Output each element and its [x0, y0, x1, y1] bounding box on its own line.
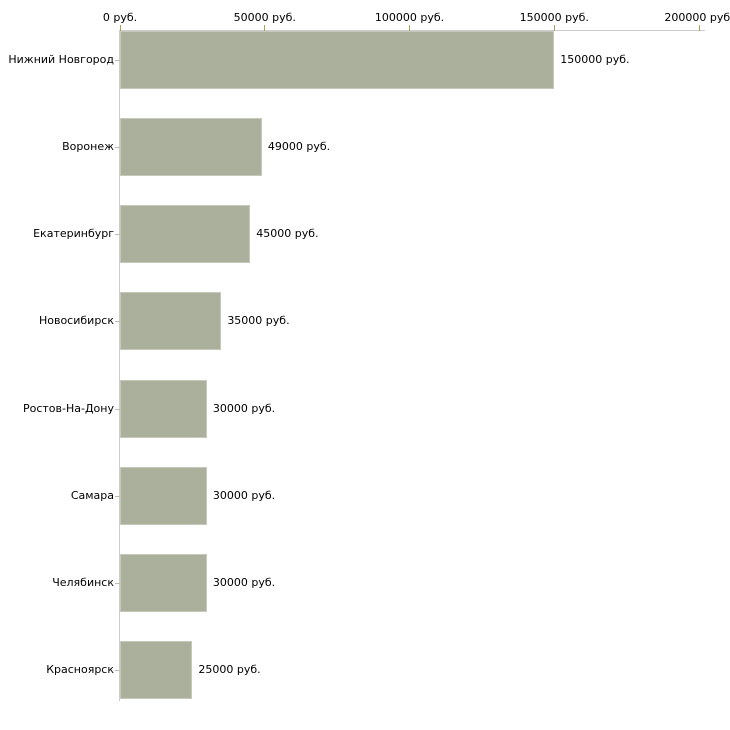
x-axis-tick — [264, 25, 266, 31]
category-label: Красноярск — [46, 662, 114, 676]
value-label: 30000 руб. — [212, 575, 276, 589]
x-axis-tick — [409, 25, 410, 31]
category-label: Екатеринбург — [33, 227, 114, 241]
category-label: Новосибирск — [38, 314, 114, 328]
category-tick — [115, 60, 120, 61]
bar-5 — [120, 379, 207, 438]
value-label: 35000 руб. — [227, 314, 290, 328]
x-axis-tick-label: 100000 руб. — [374, 11, 445, 24]
x-axis-line — [120, 30, 705, 31]
value-label: 30000 руб. — [212, 488, 276, 502]
bar-8 — [120, 640, 193, 699]
x-axis-tick-label: 50000 руб. — [233, 11, 296, 24]
value-label: 49000 руб. — [267, 140, 331, 154]
value-label: 150000 руб. — [560, 53, 630, 66]
bar-4 — [120, 292, 222, 351]
x-axis-tick-label: 150000 руб. — [519, 11, 589, 24]
x-axis-tick — [119, 25, 121, 31]
x-axis-tick-label: 0 руб. — [102, 11, 138, 24]
value-label: 25000 руб. — [198, 662, 261, 676]
x-axis-tick — [698, 25, 700, 31]
category-tick — [115, 321, 120, 323]
category-tick — [115, 582, 120, 584]
value-label: 30000 руб. — [212, 401, 276, 415]
category-tick — [115, 495, 120, 497]
category-tick — [115, 669, 120, 671]
category-label: Челябинск — [52, 575, 114, 589]
category-label: Нижний Новгород — [8, 53, 114, 66]
category-tick — [115, 147, 120, 149]
bar-1 — [120, 31, 555, 89]
bar-6 — [120, 466, 207, 525]
x-axis-tick-label: 200000 руб. — [664, 11, 730, 24]
bar-3 — [120, 205, 251, 264]
category-label: Ростов-На-Дону — [22, 401, 114, 415]
category-label: Самара — [70, 488, 114, 502]
y-axis-line — [119, 30, 120, 701]
category-tick — [115, 408, 120, 410]
x-axis-tick — [553, 25, 555, 31]
category-label: Воронеж — [62, 140, 114, 154]
category-tick — [115, 234, 120, 236]
bar-7 — [120, 553, 207, 612]
value-label: 45000 руб. — [256, 227, 319, 241]
bar-2 — [120, 118, 262, 177]
